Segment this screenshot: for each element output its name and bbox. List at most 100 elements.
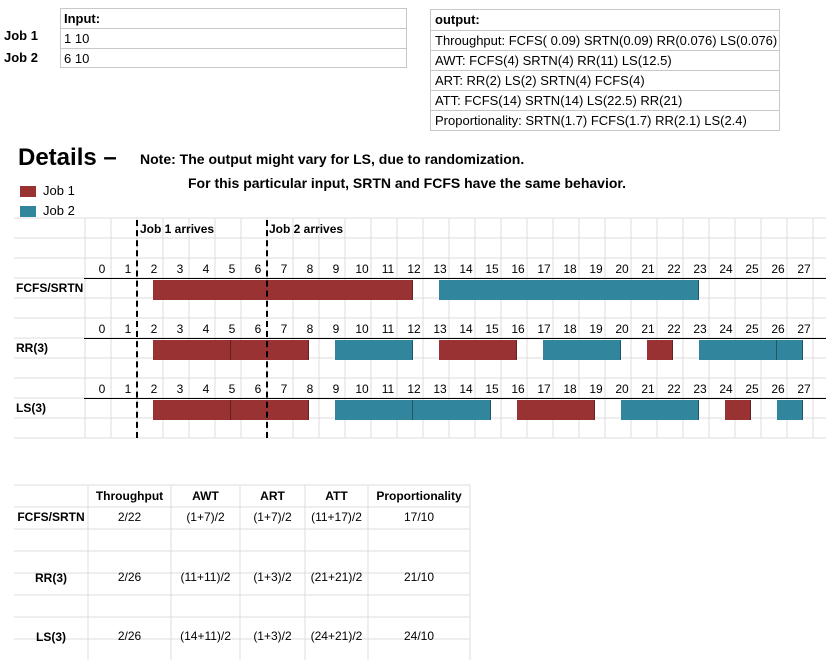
metrics-header: AWT [192, 489, 219, 503]
input-row-label: Job 2 [4, 50, 38, 65]
metrics-cell: 2/22 [117, 510, 142, 524]
metrics-cell: (24+21)/2 [310, 629, 363, 643]
metrics-row-name: RR(3) [35, 571, 67, 585]
time-tick-label: 12 [407, 262, 421, 276]
time-tick-label: 14 [459, 322, 473, 336]
metrics-row-name: FCFS/SRTN [17, 510, 85, 524]
time-tick-label: 6 [254, 262, 262, 276]
time-tick-label: 14 [459, 262, 473, 276]
schedule-segment-job2 [621, 400, 699, 420]
schedule-segment-job1 [153, 280, 413, 300]
time-tick-label: 6 [254, 382, 262, 396]
time-tick-label: 9 [332, 382, 340, 396]
time-tick-label: 4 [202, 262, 210, 276]
time-tick-label: 3 [176, 382, 184, 396]
metrics-cell: (1+7)/2 [186, 510, 225, 524]
time-tick-label: 5 [228, 262, 236, 276]
time-tick-label: 17 [537, 382, 551, 396]
time-tick-label: 22 [667, 382, 681, 396]
schedule-segment-job2 [335, 340, 413, 360]
metrics-cell: (21+21)/2 [310, 570, 363, 584]
schedule-segment-job1 [517, 400, 595, 420]
time-tick-label: 9 [332, 262, 340, 276]
time-tick-label: 25 [745, 322, 759, 336]
schedule-segment-job2 [777, 340, 803, 360]
time-tick-label: 27 [797, 262, 811, 276]
time-tick-label: 20 [615, 262, 629, 276]
input-row-value: 6 10 [64, 51, 90, 66]
schedule-baseline [84, 338, 826, 339]
time-tick-label: 7 [280, 262, 288, 276]
schedule-baseline [84, 278, 826, 279]
time-tick-label: 23 [693, 322, 707, 336]
time-tick-label: 2 [150, 382, 158, 396]
metrics-cell: (11+11)/2 [180, 570, 231, 584]
time-tick-label: 2 [150, 262, 158, 276]
time-tick-label: 4 [202, 382, 210, 396]
schedule-segment-job2 [543, 340, 621, 360]
metrics-cell: (11+17)/2 [311, 510, 362, 524]
schedule-segment-job2 [335, 400, 413, 420]
metrics-cell: 2/26 [117, 570, 142, 584]
time-tick-label: 0 [98, 262, 106, 276]
time-tick-label: 24 [719, 262, 733, 276]
job1-arrival-label: Job 1 arrives [140, 222, 215, 236]
time-tick-label: 27 [797, 322, 811, 336]
time-tick-label: 18 [563, 322, 577, 336]
schedule-segment-job1 [231, 400, 309, 420]
details-title: Details – [18, 144, 117, 171]
time-tick-label: 3 [176, 322, 184, 336]
time-tick-label: 25 [745, 262, 759, 276]
time-tick-label: 17 [537, 322, 551, 336]
time-tick-label: 13 [433, 262, 447, 276]
time-tick-label: 7 [280, 322, 288, 336]
time-tick-label: 11 [381, 382, 395, 396]
details-note: Note: The output might vary for LS, due … [140, 151, 525, 167]
input-row-label: Job 1 [4, 28, 38, 43]
metrics-cell: 2/26 [117, 629, 142, 643]
time-tick-label: 16 [511, 382, 525, 396]
metrics-row-name: LS(3) [36, 630, 66, 644]
time-tick-label: 26 [771, 382, 785, 396]
input-header: Input: [64, 11, 101, 26]
time-tick-label: 22 [667, 262, 681, 276]
time-tick-label: 0 [98, 382, 106, 396]
time-tick-label: 3 [176, 262, 184, 276]
metrics-cell: (1+3)/2 [253, 629, 292, 643]
time-tick-label: 10 [355, 262, 369, 276]
input-row-value: 1 10 [64, 31, 90, 46]
time-tick-label: 26 [771, 322, 785, 336]
schedule-name: LS(3) [16, 401, 46, 415]
time-tick-label: 8 [306, 322, 314, 336]
output-line-art: ART: RR(2) LS(2) SRTN(4) FCFS(4) [435, 73, 645, 88]
time-tick-label: 15 [485, 262, 499, 276]
time-tick-label: 19 [589, 322, 603, 336]
time-tick-label: 23 [693, 262, 707, 276]
time-tick-label: 6 [254, 322, 262, 336]
schedule-segment-job2 [439, 280, 699, 300]
time-tick-label: 7 [280, 382, 288, 396]
time-tick-label: 26 [771, 262, 785, 276]
time-tick-label: 23 [693, 382, 707, 396]
legend-swatch-job2 [20, 206, 36, 217]
metrics-cell: 24/10 [403, 629, 435, 643]
time-tick-label: 1 [124, 322, 132, 336]
time-tick-label: 24 [719, 382, 733, 396]
time-tick-label: 15 [485, 322, 499, 336]
time-tick-label: 8 [306, 262, 314, 276]
time-tick-label: 5 [228, 322, 236, 336]
time-tick-label: 24 [719, 322, 733, 336]
time-tick-label: 9 [332, 322, 340, 336]
time-tick-label: 21 [641, 262, 655, 276]
time-tick-label: 11 [381, 262, 395, 276]
time-tick-label: 12 [407, 322, 421, 336]
time-tick-label: 11 [381, 322, 395, 336]
time-tick-label: 10 [355, 322, 369, 336]
time-tick-label: 27 [797, 382, 811, 396]
schedule-segment-job2 [777, 400, 803, 420]
time-tick-label: 5 [228, 382, 236, 396]
schedule-segment-job1 [153, 340, 231, 360]
output-line-att: ATT: FCFS(14) SRTN(14) LS(22.5) RR(21) [435, 93, 683, 108]
time-tick-label: 4 [202, 322, 210, 336]
job2-arrival-label: Job 2 arrives [269, 222, 344, 236]
